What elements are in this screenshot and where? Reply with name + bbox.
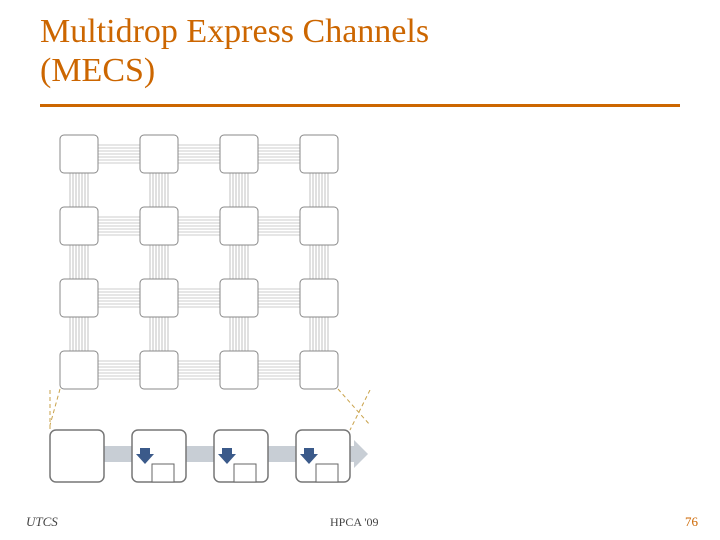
footer-mid: HPCA '09 (330, 515, 379, 530)
mecs-detail-row (30, 390, 430, 530)
title-line1: Multidrop Express Channels (40, 13, 429, 50)
grid-node (300, 135, 338, 173)
grid-node (60, 135, 98, 173)
grid-node (300, 351, 338, 389)
grid-node (60, 207, 98, 245)
grid-node (60, 351, 98, 389)
title-rule (40, 104, 680, 107)
grid-node (140, 207, 178, 245)
grid-node (220, 207, 258, 245)
grid-node (220, 135, 258, 173)
grid-node (140, 135, 178, 173)
detail-node (50, 430, 104, 482)
grid-node (140, 351, 178, 389)
mecs-grid-diagram (30, 120, 390, 430)
grid-node (300, 207, 338, 245)
grid-node (60, 279, 98, 317)
title-line2: (MECS) (40, 52, 155, 89)
grid-node (300, 279, 338, 317)
footer-left: UTCS (26, 514, 58, 530)
grid-node (220, 279, 258, 317)
grid-node (140, 279, 178, 317)
footer-page: 76 (685, 514, 698, 530)
grid-node (220, 351, 258, 389)
